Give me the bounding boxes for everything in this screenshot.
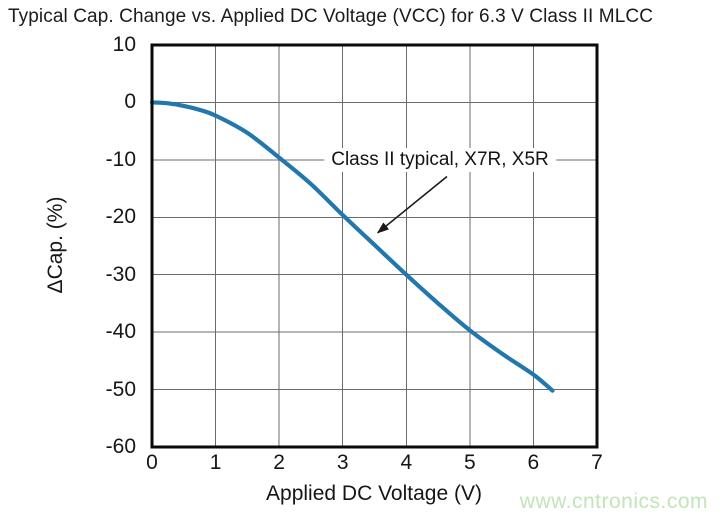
x-tick-label: 3 — [336, 451, 349, 474]
chart-title: Typical Cap. Change vs. Applied DC Volta… — [8, 6, 654, 27]
watermark-text: www.cntronics.com — [519, 490, 708, 513]
y-tick-label: -10 — [105, 147, 136, 171]
y-tick-label: -30 — [105, 262, 136, 286]
x-tick-label: 2 — [273, 451, 285, 474]
plot-frame — [150, 43, 599, 449]
annotation-label: Class II typical, X7R, X5R — [324, 147, 556, 172]
y-axis-title: ΔCap. (%) — [44, 196, 67, 294]
y-tick-label: -40 — [105, 320, 136, 344]
annotation-arrow-icon — [376, 175, 448, 234]
x-tick-label: 0 — [146, 451, 158, 474]
x-tick-label: 1 — [209, 451, 222, 474]
y-tick-label: 10 — [112, 33, 136, 56]
x-tick-label: 6 — [527, 451, 540, 474]
x-axis-title: Applied DC Voltage (V) — [266, 482, 482, 505]
x-tick-label: 4 — [400, 451, 413, 474]
x-tick-label: 5 — [464, 451, 476, 474]
x-tick-label: 7 — [591, 451, 603, 474]
y-tick-label: 0 — [124, 90, 136, 114]
y-tick-label: -50 — [105, 377, 136, 401]
y-tick-label: -60 — [105, 435, 136, 458]
y-tick-label: -20 — [105, 205, 136, 229]
data-curve — [149, 100, 555, 393]
